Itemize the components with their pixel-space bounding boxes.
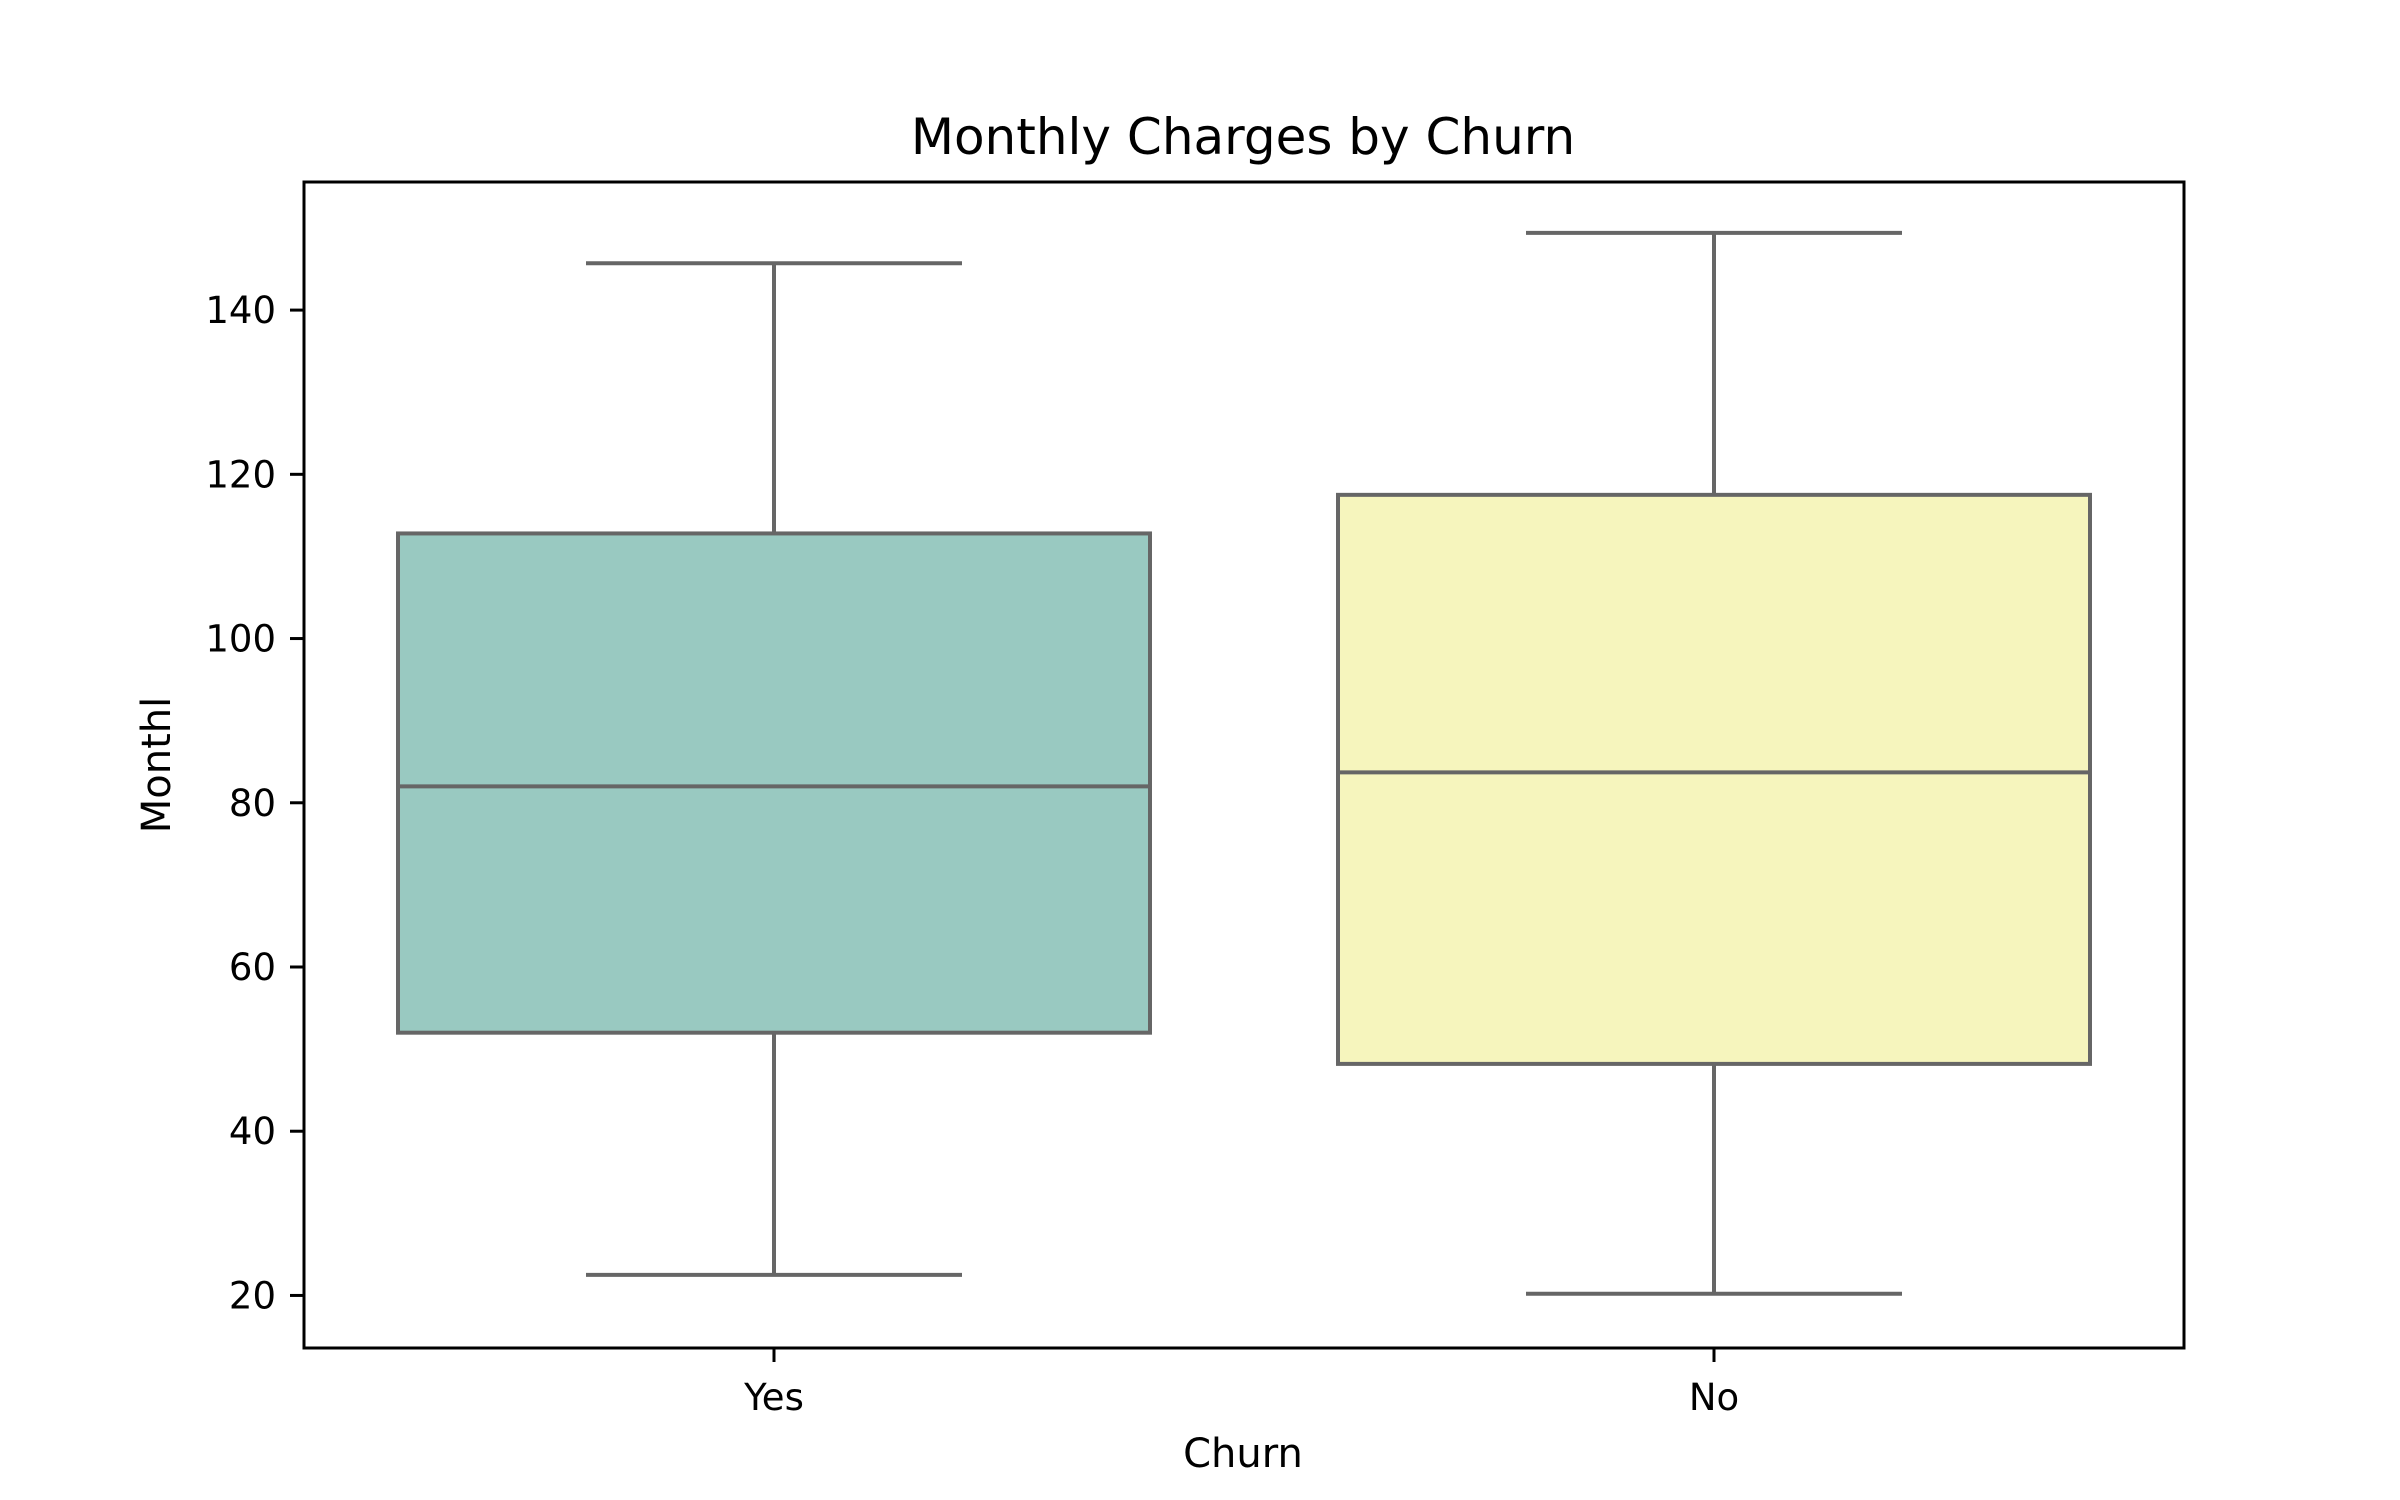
- y-tick-label: 20: [229, 1274, 276, 1317]
- x-tick-label-yes: Yes: [743, 1376, 804, 1419]
- y-tick-label: 100: [205, 618, 276, 661]
- y-tick-label: 60: [229, 946, 276, 989]
- y-tick-label: 120: [205, 453, 276, 496]
- y-tick-label: 80: [229, 782, 276, 825]
- x-tick-label-no: No: [1689, 1376, 1739, 1419]
- plot-frame: [302, 180, 2186, 1350]
- boxes-layer: [396, 230, 2092, 1296]
- box-yes: [396, 261, 1152, 1277]
- ticks-layer: 20 40 60 80 100 120 140 Yes No: [205, 289, 1739, 1419]
- y-tick-label: 40: [229, 1110, 276, 1153]
- x-axis-label: Churn: [1183, 1431, 1303, 1477]
- iqr-box: [1336, 492, 2092, 1066]
- chart-title: Monthly Charges by Churn: [911, 108, 1575, 166]
- iqr-box: [396, 531, 1152, 1035]
- y-tick-label: 140: [205, 289, 276, 332]
- box-no: [1336, 230, 2092, 1296]
- y-axis-label: Monthl: [134, 697, 180, 833]
